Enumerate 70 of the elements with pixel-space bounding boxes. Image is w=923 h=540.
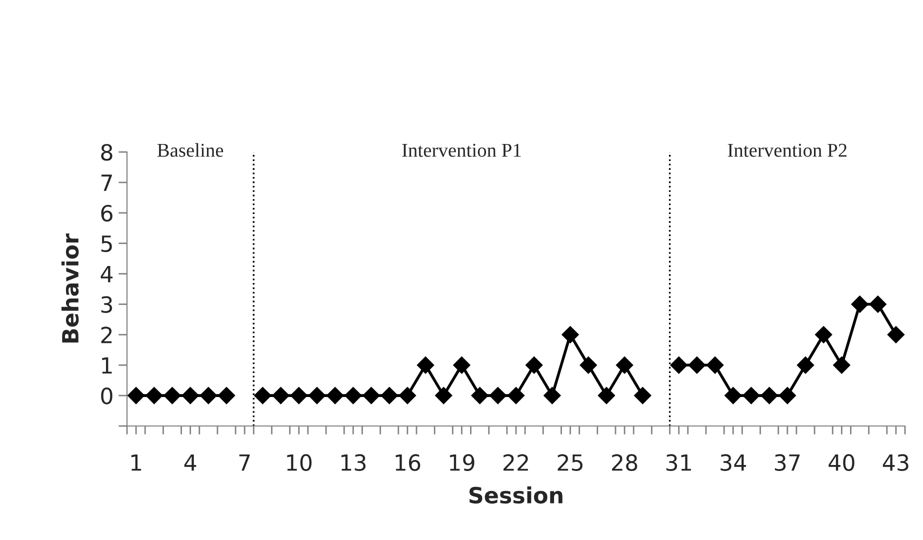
point <box>742 387 760 404</box>
x-axis-title: Session <box>469 486 562 504</box>
point <box>489 387 506 404</box>
x-tick-label: 22 <box>503 454 528 471</box>
point <box>887 326 905 344</box>
y-tick-label: 6 <box>101 204 112 222</box>
x-tick-label: 40 <box>828 454 854 471</box>
x-tick-label: 25 <box>558 454 582 471</box>
x-tick-label: 31 <box>666 454 691 471</box>
y-axis-title: Behavior <box>61 233 79 343</box>
point <box>398 387 416 404</box>
point <box>146 387 163 404</box>
point <box>869 296 886 313</box>
point <box>507 387 525 404</box>
point <box>833 356 850 374</box>
point <box>598 387 616 404</box>
x-tick-label: 28 <box>612 454 638 471</box>
point <box>127 387 145 404</box>
point <box>580 356 597 374</box>
y-tick-label: 0 <box>101 388 112 404</box>
point <box>562 326 579 344</box>
x-tick-label: 34 <box>720 454 746 471</box>
x-tick-label: 43 <box>882 454 908 471</box>
point <box>164 387 181 404</box>
point <box>380 387 398 404</box>
annotation: Intervention P1 <box>402 144 521 157</box>
point <box>778 387 796 404</box>
x-tick-label: 37 <box>774 454 800 471</box>
point <box>851 296 868 313</box>
annotation: Intervention P2 <box>728 144 847 157</box>
y-tick-label: 2 <box>101 326 112 344</box>
x-tick-label: 10 <box>287 454 312 471</box>
y-tick-label: 4 <box>100 266 113 282</box>
point <box>326 387 344 404</box>
x-tick-label: 13 <box>341 454 366 471</box>
point <box>416 356 434 374</box>
point <box>254 387 272 404</box>
point <box>344 387 362 404</box>
point <box>688 356 706 374</box>
point <box>706 356 724 374</box>
point <box>815 326 832 344</box>
x-tick-label: 19 <box>450 454 474 471</box>
point <box>272 387 290 404</box>
point <box>435 387 452 404</box>
x-tick-label: 16 <box>396 454 420 471</box>
point <box>308 387 326 404</box>
point <box>290 387 308 404</box>
point <box>362 387 380 404</box>
point <box>471 387 488 404</box>
point <box>182 387 199 404</box>
y-tick-label: 5 <box>101 236 112 252</box>
point <box>200 387 217 404</box>
x-tick-label: 1 <box>131 454 142 471</box>
annotation: Baseline <box>157 143 224 157</box>
point <box>724 387 742 404</box>
point <box>634 387 652 404</box>
point <box>526 356 543 374</box>
x-tick-label: 4 <box>184 454 196 471</box>
y-tick-label: 7 <box>101 174 112 191</box>
point <box>453 356 470 374</box>
x-tick-label: 7 <box>239 454 250 471</box>
point <box>760 387 778 404</box>
point <box>218 387 236 404</box>
y-tick-label: 3 <box>101 296 112 313</box>
point <box>796 356 814 374</box>
point <box>616 356 634 374</box>
y-tick-label: 1 <box>102 357 112 374</box>
point <box>670 356 688 374</box>
point <box>544 387 561 404</box>
y-tick-label: 8 <box>101 144 112 161</box>
